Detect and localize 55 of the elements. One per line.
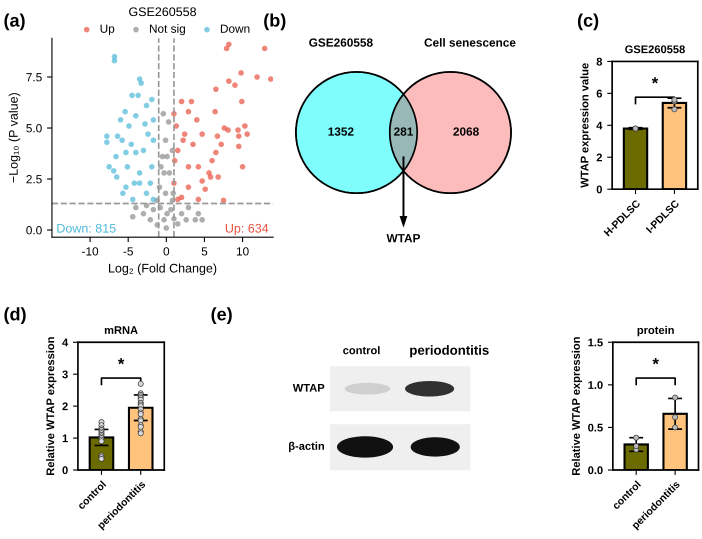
- annotation: *: [652, 77, 658, 84]
- x-tick-label: -5: [123, 247, 133, 256]
- text: (b): [264, 13, 286, 30]
- y-tick-label: 5.0: [26, 124, 42, 132]
- text: WTAP: [292, 384, 324, 392]
- chart-title: GSE260558: [129, 7, 196, 16]
- text: 281: [394, 127, 413, 136]
- text: (a): [4, 13, 25, 30]
- y-tick-label: 0.0: [588, 466, 603, 474]
- text: (c): [578, 13, 598, 30]
- category-label: GSE260558: [309, 38, 373, 47]
- x-tick-label: 5: [202, 247, 208, 256]
- y-tick-label: 3: [62, 370, 68, 378]
- category-label: Cell senescence: [424, 38, 516, 47]
- legend-label: Not sig: [150, 24, 185, 36]
- y-axis-title: −Log₁₀ (P value): [8, 93, 20, 183]
- legend-label: Up: [100, 24, 114, 36]
- text: (e): [212, 307, 232, 324]
- y-tick-label: 0: [62, 466, 68, 474]
- x-tick-label: -10: [82, 247, 98, 256]
- y-tick-label: 1: [62, 434, 68, 442]
- annotation: Down: 815: [57, 224, 116, 233]
- x-axis-title: Log₂ (Fold Change): [109, 263, 216, 276]
- text: 2068: [453, 127, 479, 136]
- annotation: *: [118, 358, 124, 364]
- x-tick-label: 10: [236, 247, 249, 256]
- annotation: Up: 634: [226, 224, 268, 236]
- y-tick-label: 1.5: [588, 338, 603, 346]
- text: (d): [4, 307, 26, 324]
- y-axis-title: Relative WTAP expression: [572, 337, 582, 475]
- y-tick-label: 2: [596, 154, 602, 162]
- text: periodontitis: [410, 345, 489, 358]
- y-tick-label: 7.5: [26, 73, 42, 82]
- annotation: *: [652, 358, 659, 364]
- y-tick-label: 0.5: [588, 424, 603, 432]
- y-tick-label: 1.0: [588, 381, 603, 389]
- y-tick-label: 4: [62, 338, 68, 346]
- y-tick-label: 4: [596, 122, 602, 130]
- y-tick-label: 2.5: [26, 175, 42, 184]
- chart-title: mRNA: [104, 326, 138, 334]
- chart-title: protein: [638, 326, 674, 336]
- legend-label: Down: [220, 24, 250, 33]
- y-tick-label: 8: [596, 58, 602, 66]
- text: 1352: [328, 127, 354, 136]
- y-axis-title: Relative WTAP expression: [46, 337, 56, 475]
- chart-title: GSE260558: [625, 45, 685, 54]
- y-axis-title: WTAP expression value: [580, 63, 591, 188]
- y-tick-label: 6: [596, 90, 602, 98]
- text: control: [343, 346, 380, 354]
- y-tick-label: 0.0: [26, 226, 42, 234]
- y-tick-label: 2: [62, 402, 68, 410]
- text: WTAP: [386, 234, 420, 242]
- x-tick-label: 0: [164, 247, 170, 256]
- y-tick-label: 0: [596, 185, 602, 194]
- text: β-actin: [289, 442, 324, 452]
